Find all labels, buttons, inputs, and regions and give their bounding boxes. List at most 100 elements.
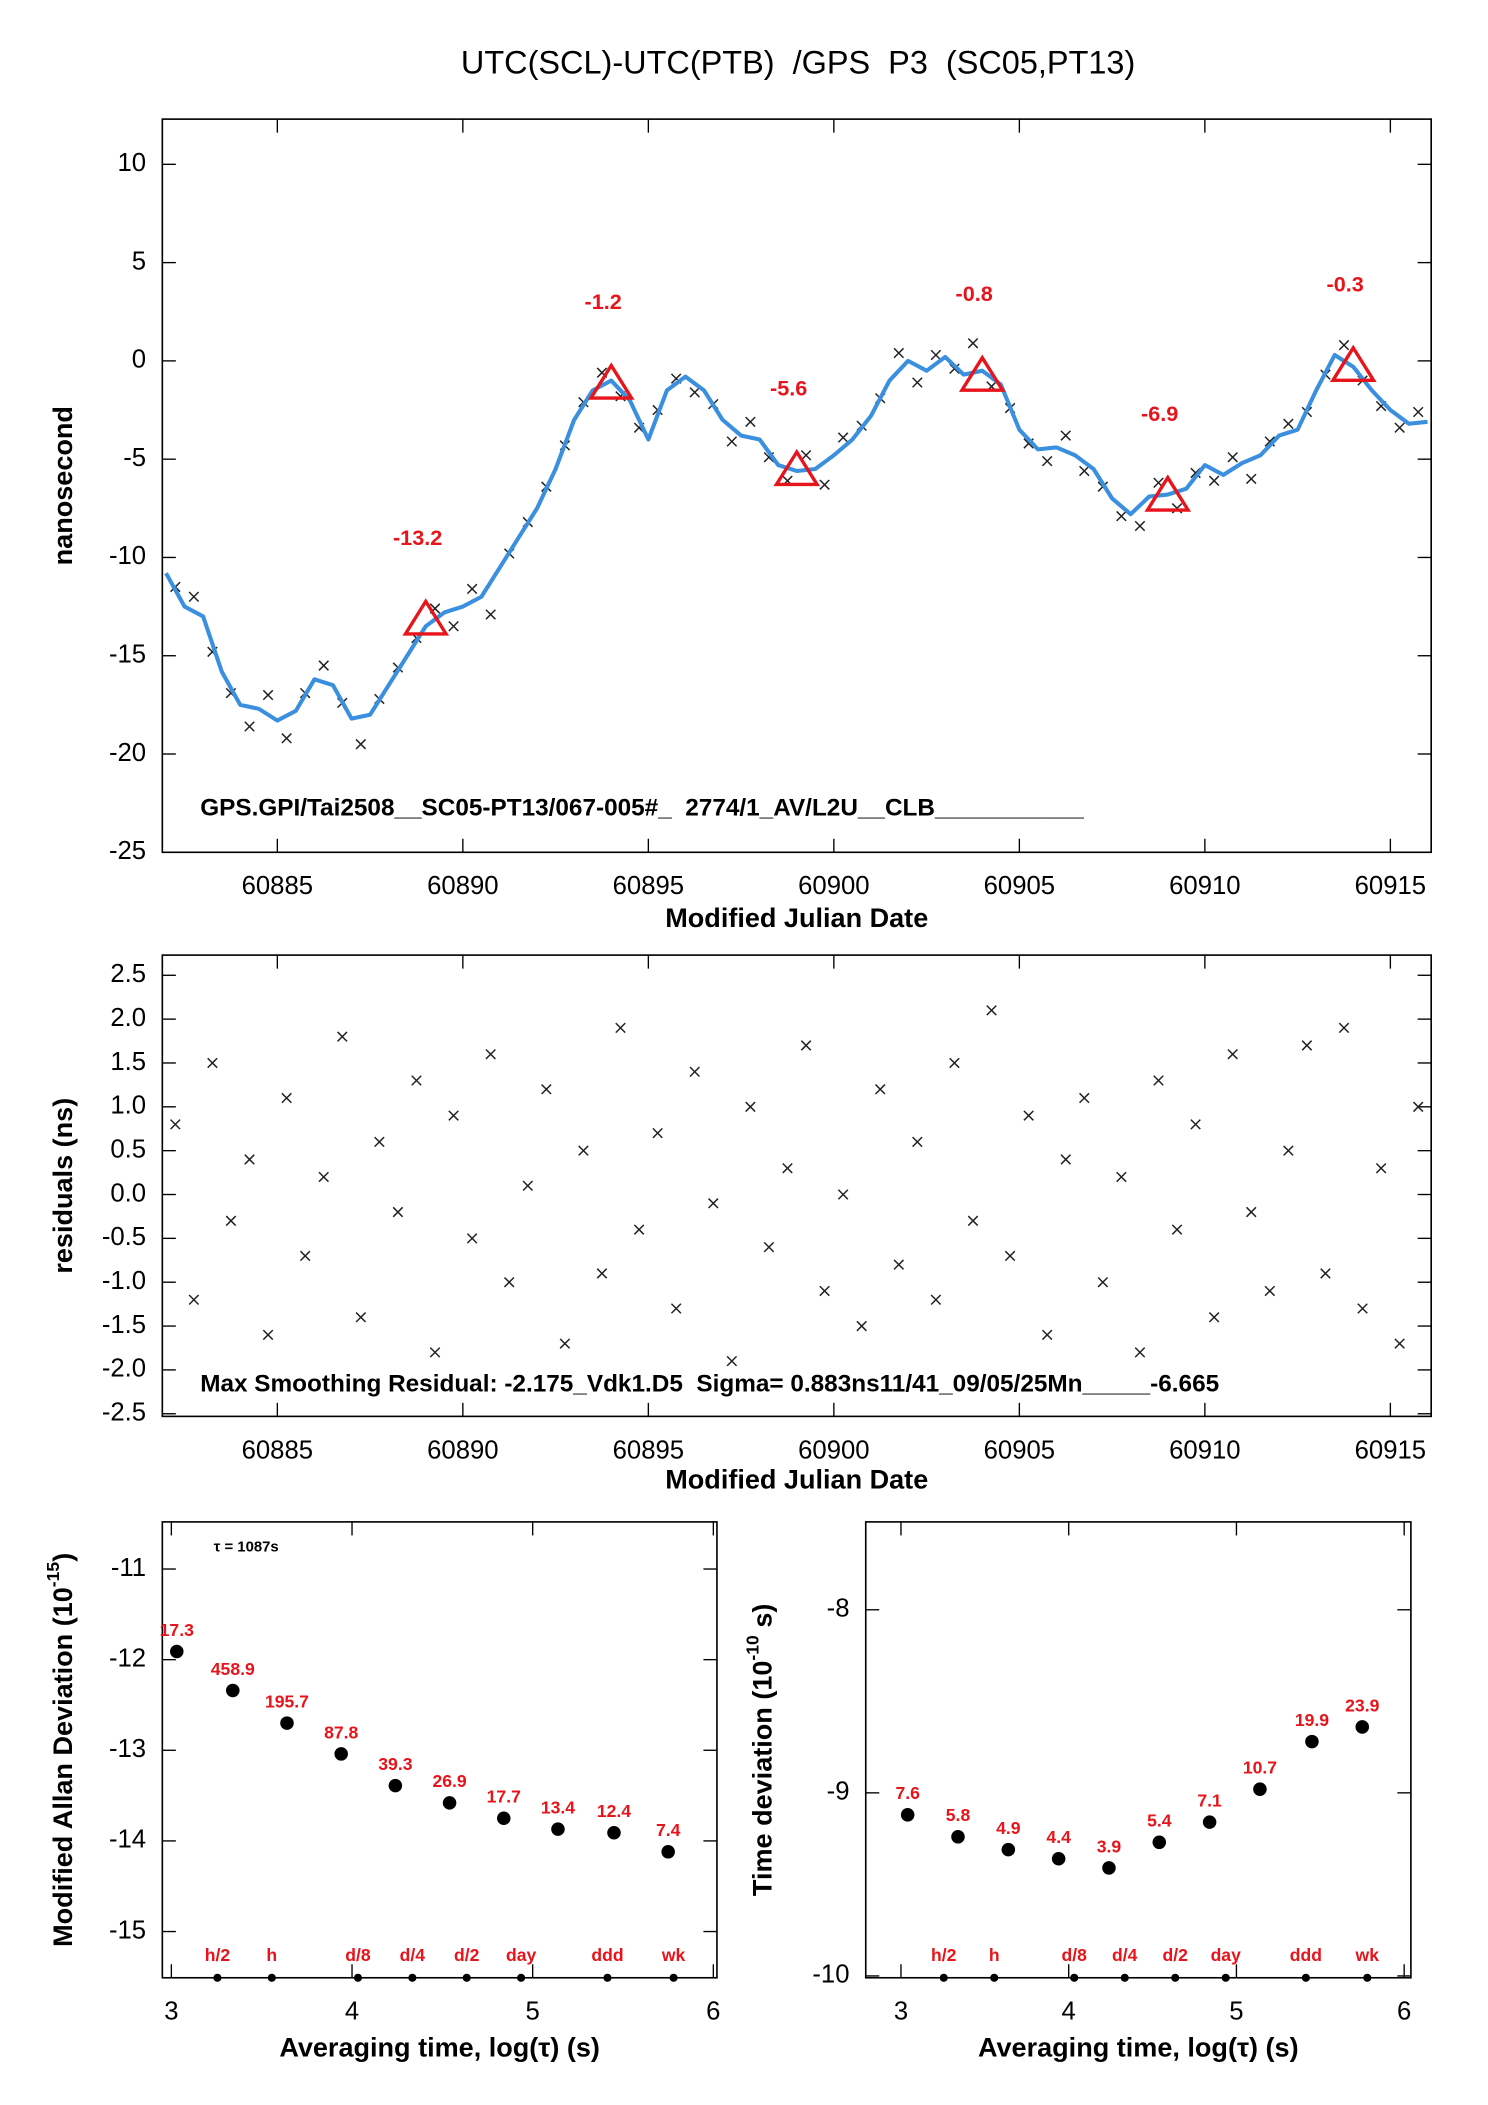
data-point	[522, 1180, 534, 1192]
time-marker-label: wk	[1355, 1945, 1380, 1965]
smoothed-line	[164, 352, 1428, 723]
time-marker	[462, 1973, 471, 1982]
point-label: 7.1	[1197, 1790, 1222, 1810]
y-axis-label-text: Modified Allan Deviation (10	[48, 1587, 78, 1947]
x-tick-label: 60890	[427, 1436, 498, 1464]
marker-value-label: -6.9	[1141, 401, 1178, 426]
y-axis-label-exponent: -10	[742, 1635, 762, 1661]
data-point	[207, 1057, 218, 1069]
time-marker-label: day	[506, 1945, 537, 1965]
y-axis-label-text: nanosecond	[48, 406, 78, 565]
data-point	[967, 1215, 979, 1227]
x-tick-label: 6	[706, 1998, 720, 2026]
y-tick-label: -15	[109, 641, 146, 669]
data-point	[1375, 1162, 1387, 1174]
data-point	[1079, 465, 1090, 477]
x-tick-label: 60905	[984, 1436, 1055, 1464]
deviation-point	[1102, 1861, 1116, 1875]
annotation: GPS.GPI/Tai2508__SC05-PT13/067-005#_ 277…	[200, 794, 1084, 821]
deviation-point	[661, 1845, 675, 1859]
data-point	[1245, 473, 1257, 485]
time-marker-label: h/2	[205, 1945, 231, 1965]
y-tick-label: -0.5	[102, 1223, 146, 1251]
data-point	[726, 436, 738, 447]
deviation-point	[1305, 1734, 1319, 1749]
data-point	[1208, 475, 1220, 487]
y-tick-label: 10	[118, 149, 147, 177]
data-point	[1394, 422, 1405, 433]
data-point	[763, 1241, 775, 1253]
marker-value-label: -0.8	[956, 281, 993, 306]
y-tick-label: -14	[109, 1826, 146, 1854]
deviation-point	[1001, 1842, 1016, 1857]
y-tick-label: -1.5	[102, 1311, 146, 1339]
deviation-point	[334, 1747, 348, 1761]
data-point	[615, 1022, 626, 1034]
data-point	[466, 583, 478, 595]
x-tick-label: 60900	[798, 872, 869, 900]
x-axis-label: Averaging time, log(τ) (s)	[279, 2033, 600, 2063]
data-point	[541, 1084, 552, 1095]
data-point	[299, 1250, 311, 1262]
time-marker-label: d/4	[1112, 1945, 1138, 1965]
data-point	[708, 1198, 719, 1209]
y-tick-label: -12	[109, 1644, 146, 1672]
y-tick-label: 0.0	[110, 1179, 146, 1207]
y-tick-label: -10	[109, 542, 146, 570]
data-point	[1041, 1329, 1053, 1341]
time-marker	[1120, 1973, 1129, 1982]
y-tick-label: 5	[132, 247, 146, 275]
y-tick-label: 0	[132, 346, 146, 374]
x-tick-label: 60910	[1169, 872, 1240, 900]
x-axis-label: Modified Julian Date	[665, 1464, 928, 1494]
data-point	[374, 1136, 385, 1148]
time-marker-label: ddd	[1290, 1945, 1322, 1965]
deviation-point	[1152, 1835, 1167, 1850]
marker-triangle	[1329, 344, 1377, 383]
deviation-point	[1355, 1720, 1370, 1734]
point-label: 17.7	[487, 1787, 521, 1807]
deviation-point	[388, 1778, 403, 1793]
data-point	[874, 1084, 886, 1095]
time-marker-label: d/4	[400, 1945, 426, 1965]
point-label: 13.4	[541, 1797, 575, 1817]
marker-triangle	[1144, 474, 1192, 512]
data-point	[1171, 1224, 1183, 1235]
data-point	[670, 1303, 682, 1314]
data-point	[244, 721, 255, 732]
y-tick-label: -1.0	[102, 1267, 146, 1295]
data-point	[837, 432, 849, 443]
data-point	[1264, 1285, 1276, 1297]
data-point	[1227, 1048, 1238, 1060]
point-label: 5.4	[1147, 1811, 1172, 1831]
x-tick-label: 60890	[427, 872, 498, 900]
x-axis-label: Modified Julian Date	[665, 903, 928, 933]
time-marker-label: h	[989, 1945, 1000, 1965]
marker-value-label: -13.2	[393, 525, 442, 550]
data-point	[745, 416, 756, 428]
y-tick-label: 1.0	[110, 1092, 146, 1120]
time-marker	[1070, 1973, 1079, 1982]
deviation-point	[551, 1822, 565, 1836]
point-label: 3.9	[1097, 1836, 1122, 1856]
data-point	[1412, 406, 1424, 418]
y-tick-label: 1.5	[110, 1048, 146, 1076]
data-point	[1023, 1110, 1034, 1121]
data-point	[1245, 1206, 1257, 1218]
time-marker	[353, 1973, 363, 1982]
data-point	[1116, 1171, 1127, 1183]
marker-triangle	[587, 362, 635, 400]
data-point	[1060, 430, 1072, 441]
time-marker	[213, 1973, 222, 1982]
data-point	[225, 1215, 237, 1227]
data-point	[689, 387, 700, 398]
time-marker-label: d/8	[345, 1945, 371, 1965]
figure-title: UTC(SCL)-UTC(PTB) /GPS P3 (SC05,PT13)	[461, 45, 1135, 81]
annotation: Max Smoothing Residual: -2.175_Vdk1.D5 S…	[200, 1371, 1219, 1398]
x-tick-label: 60900	[798, 1436, 869, 1464]
data-point	[466, 1233, 478, 1244]
data-point	[448, 620, 459, 632]
time-marker	[1171, 1973, 1180, 1982]
